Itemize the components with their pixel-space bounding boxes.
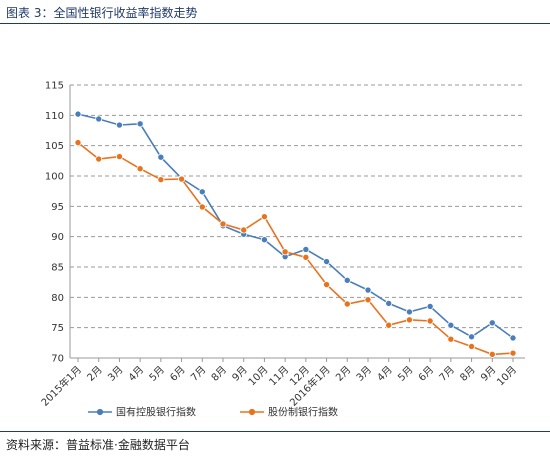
x-tick-label: 2月 [85,364,105,384]
legend-label: 国有控股银行指数 [116,406,196,419]
data-point [281,248,289,256]
data-point [74,110,82,118]
x-tick-label: 8月 [209,364,229,384]
data-point [385,299,393,307]
y-tick-label: 115 [45,81,64,92]
x-tick-label: 6月 [168,364,188,384]
data-point [240,226,248,234]
title-rule [0,23,550,24]
data-point [136,165,144,173]
data-point [136,120,144,128]
data-point [426,317,434,325]
legend-label: 股份制银行指数 [268,406,338,419]
x-tick-label: 6月 [416,364,436,384]
series-line-1 [77,113,514,339]
x-tick-label: 7月 [188,364,208,384]
data-point [488,350,496,358]
data-point [302,245,310,253]
data-point [323,258,331,266]
legend-marker [96,408,104,416]
data-point [447,335,455,343]
data-point [509,334,517,342]
source-rule [0,431,550,432]
data-point [302,253,310,261]
data-point [260,236,268,244]
data-point [198,188,206,196]
figure-title: 图表 3：全国性银行收益率指数走势 [6,6,198,20]
x-tick-label: 11月 [267,364,292,389]
x-tick-label: 10月 [495,364,520,389]
y-tick-label: 75 [51,323,64,334]
data-point [405,316,413,324]
y-tick-label: 95 [51,202,64,213]
x-tick-label: 5月 [147,364,167,384]
data-point [95,115,103,123]
data-point [157,176,165,184]
y-tick-label: 85 [51,263,64,274]
data-point [426,302,434,310]
data-point [447,321,455,329]
y-tick-label: 90 [51,232,64,243]
x-tick-label: 3月 [354,364,374,384]
series-line-2 [77,141,514,356]
x-tick-label: 10月 [246,364,271,389]
data-point [115,121,123,129]
x-tick-label: 4月 [375,364,395,384]
data-point [323,281,331,289]
x-tick-label: 2月 [333,364,353,384]
data-point [405,308,413,316]
y-tick-label: 100 [45,172,64,183]
legend-marker [248,408,256,416]
data-point [219,220,227,228]
series-lines [74,110,517,358]
x-tick-label: 2015年1月 [38,363,84,409]
data-point [343,276,351,284]
data-point [95,155,103,163]
data-point [468,342,476,350]
y-tick-label: 110 [45,111,64,122]
data-point [364,286,372,294]
legend-item-1: 国有控股银行指数 [88,406,196,419]
y-axis-ticks: 70 75 80 85 90 95 100 105 110 115 [45,81,64,365]
x-tick-label: 5月 [395,364,415,384]
x-tick-label: 3月 [105,364,125,384]
grid-lines [69,84,525,359]
y-tick-label: 105 [45,141,64,152]
data-point [74,139,82,147]
data-point [260,213,268,221]
y-tick-label: 70 [51,354,64,365]
data-point [115,153,123,161]
data-point [468,333,476,341]
data-point [178,175,186,183]
legend: 国有控股银行指数 股份制银行指数 [88,406,338,419]
x-tick-label: 7月 [437,364,457,384]
data-point [157,153,165,161]
x-tick-label: 4月 [126,364,146,384]
data-point [509,349,517,357]
data-point [488,319,496,327]
x-tick-label: 8月 [458,364,478,384]
data-point [343,300,351,308]
data-point [198,203,206,211]
source-note: 资料来源：普益标准·金融数据平台 [6,438,190,452]
legend-item-2: 股份制银行指数 [240,406,338,419]
y-tick-label: 80 [51,293,64,304]
data-point [385,321,393,329]
data-point [364,296,372,304]
